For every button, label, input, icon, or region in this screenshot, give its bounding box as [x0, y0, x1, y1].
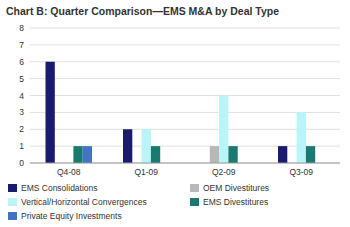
chart-container: Chart B: Quarter Comparison—EMS M&A by D…: [0, 0, 350, 227]
series-group: [46, 62, 288, 163]
legend-item: Private Equity Investments: [8, 211, 122, 221]
series-group: [83, 146, 92, 163]
legend-label: Vertical/Horizontal Convergences: [21, 197, 147, 207]
legend-label: Private Equity Investments: [21, 211, 122, 221]
legend-swatch: [8, 198, 17, 206]
x-tick-label: Q3-09: [289, 167, 313, 177]
grid-line: [30, 61, 340, 62]
bars: [46, 62, 316, 163]
bar: [123, 129, 132, 163]
legend-label: EMS Divestitures: [203, 197, 268, 207]
bar: [83, 146, 92, 163]
legend-item: Vertical/Horizontal Convergences: [8, 197, 147, 207]
series-group: [142, 96, 306, 164]
y-tick-label: 2: [19, 124, 24, 134]
x-tick-label: Q1-09: [134, 167, 158, 177]
chart-title: Chart B: Quarter Comparison—EMS M&A by D…: [6, 5, 279, 17]
y-tick-label: 0: [19, 158, 24, 168]
grid: [30, 28, 340, 163]
grid-line: [30, 78, 340, 79]
series-group: [210, 146, 219, 163]
bar: [228, 146, 237, 163]
grid-line: [30, 112, 340, 113]
legend-label: EMS Consolidations: [21, 183, 98, 193]
legend-label: OEM Divestitures: [203, 183, 269, 193]
chart-svg: Chart B: Quarter Comparison—EMS M&A by D…: [0, 0, 350, 227]
grid-line: [30, 44, 340, 45]
legend: EMS Consolidations OEM Divestitures Vertic…: [8, 183, 269, 221]
legend-item: EMS Consolidations: [8, 183, 98, 193]
bar: [210, 146, 219, 163]
bar: [151, 146, 160, 163]
y-tick-label: 6: [19, 57, 24, 67]
bar: [297, 112, 306, 163]
y-tick-label: 5: [19, 74, 24, 84]
bar: [219, 96, 228, 164]
y-tick-label: 7: [19, 40, 24, 50]
y-tick-label: 8: [19, 23, 24, 33]
legend-item: OEM Divestitures: [190, 183, 269, 193]
bar: [142, 129, 151, 163]
bar: [73, 146, 82, 163]
y-tick-label: 1: [19, 141, 24, 151]
bar: [278, 146, 287, 163]
x-tick-label: Q2-09: [212, 167, 236, 177]
y-tick-label: 3: [19, 107, 24, 117]
bar: [306, 146, 315, 163]
x-axis-line: [30, 163, 340, 164]
x-tick-label: Q4-08: [57, 167, 81, 177]
series-group: [73, 146, 315, 163]
legend-swatch: [8, 184, 17, 192]
legend-item: EMS Divestitures: [190, 197, 268, 207]
legend-swatch: [190, 198, 199, 206]
bar: [46, 62, 55, 163]
y-tick-label: 4: [19, 91, 24, 101]
grid-line: [30, 95, 340, 96]
grid-line: [30, 129, 340, 130]
grid-line: [30, 28, 340, 29]
grid-line: [30, 163, 340, 164]
legend-swatch: [8, 212, 17, 220]
legend-swatch: [190, 184, 199, 192]
